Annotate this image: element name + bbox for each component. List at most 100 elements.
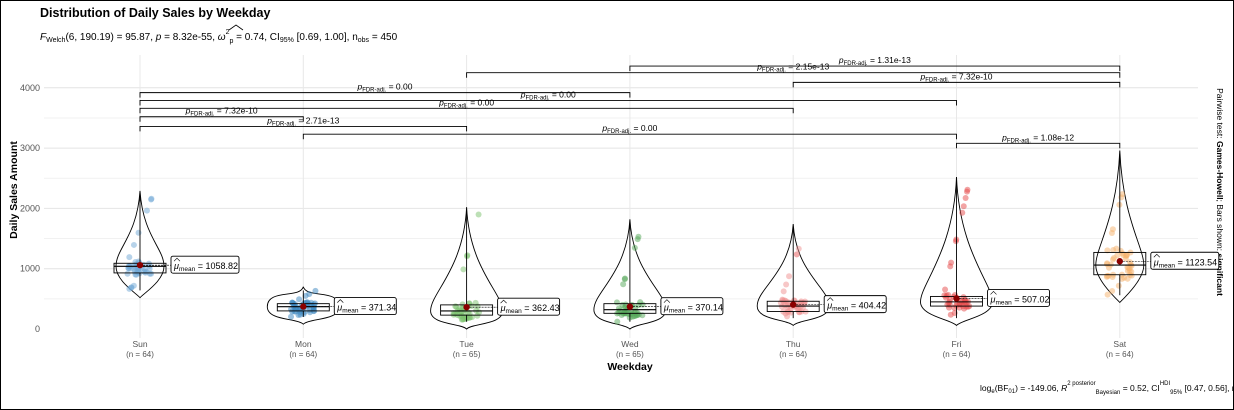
pairwise-bracket (139, 100, 957, 106)
mean-label-wed (632, 297, 724, 316)
data-point (148, 270, 155, 277)
chart-title: Distribution of Daily Sales by Weekday (40, 6, 270, 20)
x-tick-n-label: (n = 65) (616, 350, 644, 359)
bracket-label: pFDR-adj. = 1.31e-13 (838, 55, 911, 67)
mean-label-text: μmean = 404.42 (826, 301, 886, 313)
data-point (130, 241, 137, 248)
data-point (793, 251, 800, 258)
data-point (1115, 282, 1122, 289)
omega-hat-mark (228, 24, 244, 31)
x-tick-label: Fri (952, 339, 962, 349)
mu-hat-mark (337, 299, 344, 303)
bracket-label: pFDR-adj. = 0.00 (356, 82, 412, 94)
bracket-label: pFDR-adj. = 2.15e-13 (756, 62, 829, 74)
y-axis-label: Daily Sales Amount (8, 141, 20, 239)
data-point (783, 281, 790, 288)
data-point (620, 281, 627, 288)
data-point (795, 306, 802, 313)
y-tick-label: 4000 (20, 83, 40, 93)
pairwise-bracket (139, 125, 468, 132)
mean-point (1116, 258, 1124, 265)
data-point (614, 318, 621, 325)
data-point (615, 305, 622, 312)
data-point (143, 207, 150, 214)
x-tick-label: Tue (459, 339, 474, 349)
mu-hat-mark (826, 297, 834, 301)
data-point (148, 196, 155, 203)
mean-label-box (987, 288, 1050, 307)
x-tick-label: Thu (786, 339, 801, 349)
chart-caption: loge(BF01) = -149.06, R2 posteriorBayesi… (980, 381, 1234, 396)
data-point (786, 273, 793, 280)
data-points (941, 186, 973, 318)
y-tick-label: 1000 (20, 264, 40, 274)
bracket-label: pFDR-adj. = 1.08e-12 (1001, 132, 1074, 144)
mean-label-tue (469, 297, 561, 316)
data-point (458, 316, 465, 323)
data-point (960, 294, 967, 301)
mean-point (136, 261, 144, 269)
data-point (1104, 291, 1111, 298)
pairwise-bracket (956, 142, 1121, 149)
data-point (1125, 264, 1132, 271)
pairwise-bracket (139, 92, 631, 98)
data-point (1118, 194, 1125, 201)
mean-label-text: μmean = 370.14 (663, 303, 723, 315)
iqr-box (1093, 251, 1147, 276)
data-point (288, 313, 295, 320)
pairwise-bracket (466, 72, 1121, 78)
mean-label-box (170, 255, 240, 274)
mean-label-text: μmean = 371.34 (336, 303, 396, 315)
pairwise-bracket (792, 81, 1121, 88)
data-point (305, 301, 312, 308)
data-point (1114, 252, 1121, 259)
bracket-label: pFDR-adj. = 2.71e-13 (266, 115, 339, 127)
bracket-label: pFDR-adj. = 7.32e-10 (920, 71, 993, 83)
mean-point (626, 303, 634, 310)
mean-label-sun (143, 255, 240, 274)
data-point (135, 229, 142, 236)
data-point (124, 270, 131, 277)
x-axis-label: Weekday (607, 361, 652, 373)
x-tick-n-label: (n = 64) (1106, 350, 1134, 359)
mean-label-box (333, 297, 397, 316)
mean-label-text: μmean = 362.43 (500, 303, 560, 315)
bracket-label: pFDR-adj. = 0.00 (520, 89, 576, 101)
mean-label-text: μmean = 1058.82 (173, 261, 238, 273)
data-point (128, 284, 135, 291)
data-point (312, 287, 319, 294)
violin-group-tue (430, 207, 561, 330)
mean-label-fri (959, 288, 1050, 307)
y-tick-label: 2000 (20, 203, 40, 213)
data-point (629, 310, 636, 317)
x-tick-n-label: (n = 64) (779, 350, 807, 359)
data-point (1110, 246, 1117, 253)
data-point (781, 302, 788, 309)
data-point (1104, 261, 1111, 268)
mean-label-box (497, 297, 561, 316)
mu-hat-mark (500, 299, 507, 304)
data-point (450, 310, 457, 317)
data-point (631, 244, 638, 251)
bracket-line (139, 116, 304, 122)
violin-group-sun (113, 190, 240, 299)
data-point (1108, 230, 1115, 237)
chart-subtitle: FWelch(6, 190.19) = 95.87, p = 8.32e-55,… (40, 29, 398, 45)
data-point (460, 266, 467, 273)
pairwise-bracket (302, 133, 957, 140)
data-point (136, 270, 143, 277)
data-point (296, 296, 303, 303)
mean-point (300, 303, 307, 310)
bracket-label: pFDR-adj. = 7.32e-10 (185, 106, 258, 118)
violin-group-thu (756, 224, 887, 327)
data-point (615, 309, 622, 316)
pairwise-brackets (139, 65, 1121, 149)
mu-hat-mark (173, 257, 181, 262)
pairwise-side-label: Pairwise test: Games-Howell; Bars shown:… (1215, 88, 1225, 296)
data-point (635, 233, 642, 240)
bracket-line (139, 107, 794, 114)
bracket-label: pFDR-adj. = 0.00 (438, 97, 494, 109)
bracket-line (139, 92, 631, 98)
bracket-label: pFDR-adj. = 0.00 (601, 123, 657, 135)
